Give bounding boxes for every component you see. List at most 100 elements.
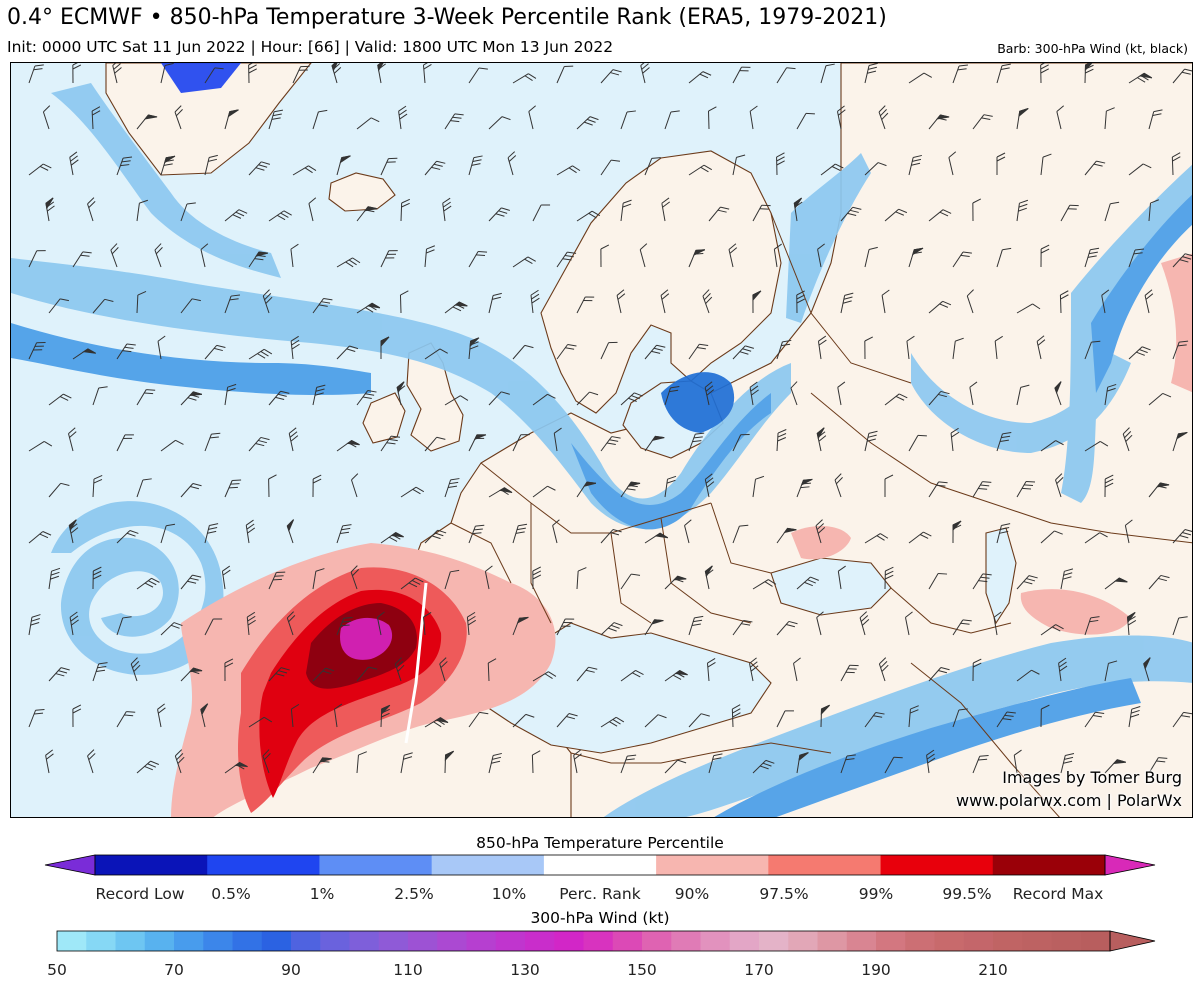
- wind-barb: [312, 667, 335, 682]
- wind-barb: [1040, 624, 1064, 636]
- wind-barb: [1148, 574, 1170, 590]
- wind-barb: [48, 482, 70, 498]
- wind-barb: [576, 391, 599, 406]
- wind-colorbar-segment: [817, 931, 848, 951]
- wind-barb: [380, 435, 401, 452]
- wind-barb: [424, 245, 435, 268]
- wind-barb: [996, 247, 1012, 268]
- wind-barb: [290, 243, 299, 268]
- wind-barb: [790, 381, 798, 406]
- wind-barb: [928, 300, 952, 314]
- wind-barb: [1144, 289, 1154, 314]
- colorbar-label: Record Max: [1012, 885, 1104, 903]
- wind-barb: [928, 572, 948, 590]
- wind-barb: [290, 703, 300, 728]
- wind-barb: [884, 393, 908, 406]
- wind-barb: [1055, 473, 1064, 498]
- wind-barb: [952, 708, 968, 728]
- wind-barb: [262, 749, 271, 774]
- wind-barb: [1148, 199, 1159, 222]
- wind-barb: [731, 704, 741, 728]
- wind-barb: [884, 208, 908, 222]
- wind-colorbar-segment: [349, 931, 380, 951]
- wind-barb: [160, 63, 174, 84]
- wind-barb: [644, 714, 667, 728]
- wind-barb: [796, 752, 809, 774]
- wind-barb: [996, 523, 1011, 544]
- wind-barb: [532, 671, 557, 682]
- wind-barb: [752, 290, 762, 314]
- wind-barb: [48, 667, 70, 682]
- wind-barb: [639, 243, 648, 268]
- wind-barb: [350, 565, 360, 590]
- wind-barb: [204, 344, 226, 360]
- wind-barb: [180, 483, 202, 498]
- wind-barb: [444, 750, 455, 774]
- ireland-land: [362, 392, 406, 444]
- warm-anomaly-shading: [171, 253, 1192, 817]
- wind-barb: [424, 160, 446, 176]
- colorbar-label: Record Low: [95, 885, 185, 903]
- wind-barb: [1040, 530, 1063, 544]
- wind-barb: [72, 63, 82, 84]
- wind-barb: [1059, 290, 1069, 314]
- wind-barb: [928, 390, 950, 406]
- wind-barb: [600, 529, 622, 544]
- wind-barb: [688, 615, 704, 636]
- wind-barb: [732, 154, 746, 176]
- wind-barb: [752, 759, 775, 774]
- colorbar-segment: [992, 855, 1106, 875]
- wind-barb: [948, 151, 957, 176]
- wind-barb: [732, 434, 750, 452]
- wind-colorbar-segment: [203, 931, 233, 951]
- wind-colorbar-segment: [525, 931, 555, 951]
- wind-barb: [640, 63, 650, 84]
- wind-barb: [884, 756, 903, 774]
- wind-barb: [532, 485, 556, 498]
- colorbar-segment-record-low: [44, 854, 96, 876]
- wind-barb: [136, 760, 160, 774]
- wind-colorbar-label: 170: [744, 961, 774, 979]
- wind-barb: [840, 664, 859, 682]
- wind-barb: [204, 523, 219, 544]
- black-sea: [770, 557, 892, 616]
- wind-barb: [268, 474, 277, 498]
- colorbar-segment-record-max: [1104, 854, 1156, 876]
- wind-barb: [1016, 480, 1036, 498]
- wind-barb: [468, 711, 489, 728]
- wind-barb: [308, 197, 317, 222]
- wind-barb: [972, 658, 982, 682]
- wind-barb: [136, 290, 147, 314]
- wind-barb: [221, 565, 231, 590]
- wind-barb: [1104, 107, 1115, 130]
- wind-barb: [906, 335, 915, 360]
- wind-barb: [442, 197, 452, 222]
- wind-barb: [1128, 248, 1145, 268]
- wind-barb: [532, 566, 542, 590]
- wind-barb: [468, 337, 480, 360]
- wind-barb: [512, 434, 530, 452]
- wind-barb: [394, 657, 405, 682]
- wind-barb: [688, 249, 706, 268]
- wind-barb: [424, 717, 449, 728]
- wind-barb: [268, 571, 286, 590]
- wind-barb: [28, 64, 44, 84]
- wind-barb: [776, 620, 798, 636]
- wind-barb: [576, 116, 599, 130]
- wind-barb: [1148, 392, 1172, 406]
- wind-barb: [1054, 381, 1062, 406]
- wind-barb: [600, 622, 623, 636]
- wind-colorbar: [56, 930, 1156, 952]
- wind-barb: [600, 436, 621, 452]
- weather-map[interactable]: Images by Tomer Burg www.polarwx.com | P…: [10, 62, 1193, 818]
- wind-barb: [752, 579, 777, 590]
- wind-colorbar-labels: 50 70 90 110 130 150 170 190 210: [0, 960, 1200, 982]
- credit-website: www.polarwx.com | PolarWx: [955, 791, 1182, 810]
- wind-barb: [996, 431, 1012, 452]
- wind-barb: [92, 298, 114, 314]
- wind-barb: [130, 657, 141, 682]
- wind-barb: [1104, 383, 1117, 406]
- wind-barb: [644, 157, 661, 176]
- wind-barb: [928, 209, 952, 222]
- wind-colorbar-segment: [57, 931, 87, 951]
